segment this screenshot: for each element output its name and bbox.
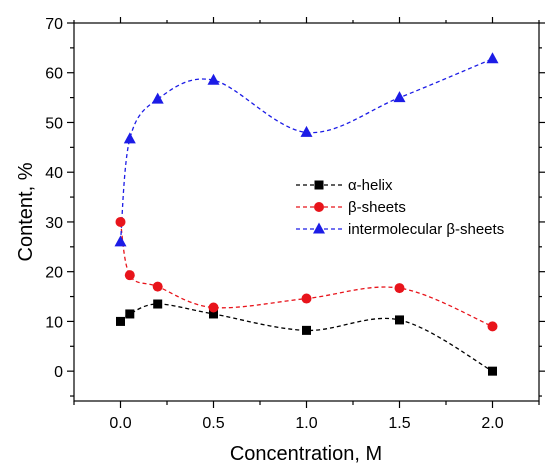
y-axis-title: Content, % bbox=[15, 162, 37, 261]
series-line-0 bbox=[120, 303, 493, 372]
legend-label: intermolecular β-sheets bbox=[348, 221, 504, 238]
data-point-1 bbox=[208, 302, 219, 313]
legend-label: α-helix bbox=[348, 177, 393, 194]
legend: α-helix β-sheets intermolecular β-sheets bbox=[296, 177, 504, 238]
x-tick-label: 0.5 bbox=[202, 415, 224, 432]
y-tick-label: 30 bbox=[45, 215, 63, 232]
x-tick-label: 0.0 bbox=[109, 415, 131, 432]
data-point-0 bbox=[209, 309, 218, 319]
series-lines bbox=[119, 58, 493, 372]
data-point-1 bbox=[124, 270, 135, 281]
y-tick-label: 20 bbox=[45, 265, 63, 282]
data-point-1 bbox=[115, 216, 126, 227]
y-tick-label: 70 bbox=[45, 16, 63, 33]
data-point-0 bbox=[302, 325, 311, 335]
legend-marker bbox=[313, 222, 325, 234]
y-tick-label: 0 bbox=[54, 364, 63, 381]
data-point-1 bbox=[152, 281, 163, 292]
data-point-0 bbox=[488, 366, 497, 376]
data-point-2 bbox=[114, 235, 127, 247]
series-markers bbox=[114, 52, 499, 376]
data-point-2 bbox=[207, 73, 220, 85]
x-axis-title: Concentration, M bbox=[230, 443, 382, 465]
y-tick-label: 50 bbox=[45, 115, 63, 132]
legend-marker bbox=[314, 202, 324, 212]
data-point-2 bbox=[123, 132, 136, 144]
y-tick-label: 10 bbox=[45, 314, 63, 331]
data-point-2 bbox=[486, 52, 499, 64]
data-point-2 bbox=[151, 92, 164, 104]
legend-label: β-sheets bbox=[348, 199, 406, 216]
y-tick-label: 40 bbox=[45, 165, 63, 182]
data-point-1 bbox=[394, 283, 405, 294]
data-point-0 bbox=[395, 315, 404, 325]
series-line-2 bbox=[119, 58, 493, 242]
x-tick-label: 2.0 bbox=[481, 415, 503, 432]
legend-marker bbox=[314, 180, 324, 190]
data-point-0 bbox=[153, 299, 163, 309]
x-tick-label: 1.5 bbox=[388, 415, 410, 432]
axis-ticks: 0.0 0.5 1.0 1.5 2.0 0 10 20 30 40 50 60 70 bbox=[45, 16, 545, 432]
data-point-2 bbox=[393, 91, 406, 103]
data-point-0 bbox=[125, 309, 135, 319]
plot-frame bbox=[73, 22, 540, 402]
data-point-2 bbox=[300, 125, 313, 137]
y-tick-label: 60 bbox=[45, 66, 63, 83]
data-point-1 bbox=[301, 293, 312, 304]
data-point-1 bbox=[487, 321, 498, 332]
x-tick-label: 1.0 bbox=[295, 415, 317, 432]
data-point-0 bbox=[116, 316, 125, 326]
